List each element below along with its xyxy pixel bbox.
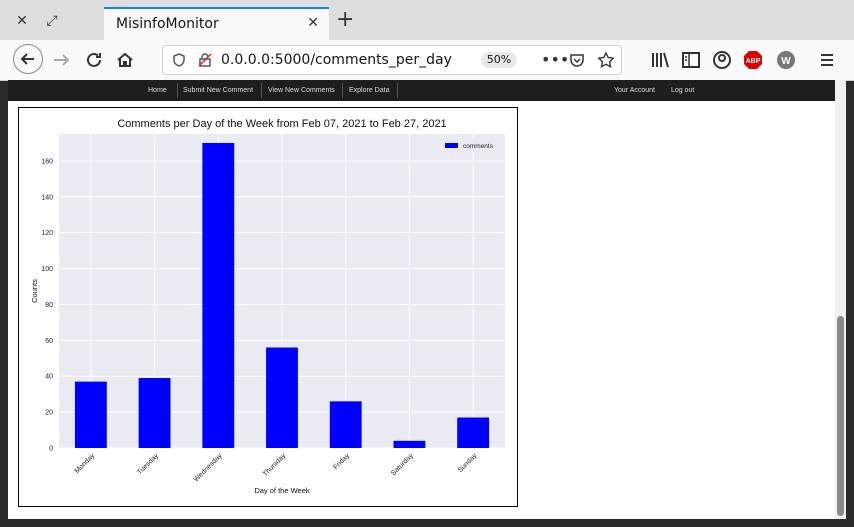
- bar-saturday: [393, 440, 426, 448]
- legend-swatch: [445, 143, 458, 148]
- tab-title: MisinfoMonitor: [116, 16, 219, 32]
- y-tick-label: 60: [45, 338, 53, 345]
- x-tick-label: Sunday: [457, 452, 479, 474]
- y-tick-label: 140: [41, 194, 53, 201]
- x-tick-label: Wednesday: [193, 452, 224, 483]
- account-icon[interactable]: [710, 48, 734, 72]
- bar-chart: 0 20 40 60 80 100 120 140 160 Monday Tuesday Wednes…: [30, 118, 505, 495]
- forward-arrow-icon: [54, 54, 70, 66]
- scrollbar-thumb[interactable]: [837, 316, 844, 516]
- legend-box: [439, 139, 499, 152]
- bar-tuesday: [138, 378, 171, 448]
- page-content: Home Submit New Comment View New Comment…: [8, 80, 835, 519]
- svg-text:ABP: ABP: [746, 58, 761, 65]
- reload-button[interactable]: [82, 48, 106, 72]
- y-tick-label: 100: [41, 266, 53, 273]
- forward-button[interactable]: [50, 48, 74, 72]
- reload-icon: [87, 52, 101, 67]
- close-window-icon[interactable]: ✕: [16, 13, 28, 29]
- back-button[interactable]: [13, 44, 43, 74]
- home-button[interactable]: [113, 48, 137, 72]
- svg-text:W: W: [781, 56, 791, 67]
- new-tab-icon[interactable]: +: [336, 7, 355, 32]
- y-tick-label: 40: [45, 374, 53, 381]
- bar-friday: [329, 401, 362, 448]
- url-text: 0.0.0.0:5000/comments_per_day: [221, 52, 452, 68]
- x-tick-label: Monday: [74, 452, 97, 475]
- x-tick-label: Friday: [332, 452, 351, 471]
- nav-submit-new-comment[interactable]: Submit New Comment: [183, 87, 254, 94]
- y-tick-label: 0: [49, 446, 53, 453]
- sidebar-icon[interactable]: [679, 48, 703, 72]
- browser-toolbar: 0.0.0.0:5000/comments_per_day 50% ••• AB…: [0, 40, 854, 81]
- scrollbar-track[interactable]: [835, 80, 846, 519]
- shield-icon: [173, 53, 185, 67]
- bookmark-star-icon: [597, 51, 615, 68]
- x-tick-label: Thursday: [262, 452, 288, 478]
- insecure-lock-icon: [198, 53, 212, 67]
- x-tick-label: Saturday: [390, 452, 415, 477]
- y-tick-label: 160: [41, 158, 53, 165]
- zoom-badge[interactable]: 50%: [481, 52, 517, 68]
- adblock-icon[interactable]: ABP: [741, 48, 765, 72]
- chart-title: Comments per Day of the Week from Feb 07…: [117, 118, 446, 130]
- browser-titlebar: ✕ ⤢ MisinfoMonitor ✕ +: [0, 0, 854, 40]
- y-axis-label: Counts: [30, 279, 39, 303]
- nav-home[interactable]: Home: [148, 87, 167, 94]
- bar-thursday: [266, 347, 298, 448]
- hamburger-menu-icon[interactable]: [815, 48, 839, 72]
- browser-tab[interactable]: MisinfoMonitor ✕: [104, 7, 329, 40]
- legend-label: comments: [463, 143, 494, 150]
- y-tick-label: 80: [45, 302, 53, 309]
- tab-close-icon[interactable]: ✕: [307, 15, 319, 31]
- bar-sunday: [457, 417, 490, 448]
- extension-w-icon[interactable]: W: [774, 48, 798, 72]
- y-tick-label: 20: [45, 410, 53, 417]
- url-bar[interactable]: 0.0.0.0:5000/comments_per_day 50% •••: [162, 45, 622, 75]
- nav-view-new-comments[interactable]: View New Comments: [268, 87, 335, 94]
- bar-wednesday: [202, 142, 235, 448]
- x-axis-label: Day of the Week: [254, 486, 310, 495]
- nav-your-account[interactable]: Your Account: [614, 87, 655, 94]
- x-tick-label: Tuesday: [136, 452, 160, 476]
- pocket-icon: [570, 54, 584, 67]
- chart-frame: 0 20 40 60 80 100 120 140 160 Monday Tuesday Wednes…: [18, 107, 518, 507]
- nav-log-out[interactable]: Log out: [671, 87, 695, 94]
- home-icon: [117, 52, 133, 67]
- library-icon[interactable]: [648, 48, 672, 72]
- more-actions-icon[interactable]: •••: [541, 50, 570, 69]
- bar-monday: [74, 381, 107, 448]
- site-navbar: Home Submit New Comment View New Comment…: [8, 80, 835, 101]
- y-tick-label: 120: [41, 230, 53, 237]
- nav-explore-data[interactable]: Explore Data: [349, 87, 390, 94]
- resize-window-icon[interactable]: ⤢: [46, 13, 58, 29]
- back-arrow-icon: [20, 53, 34, 65]
